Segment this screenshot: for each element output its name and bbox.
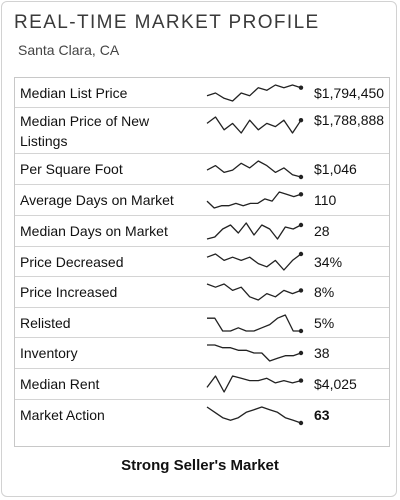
row-label: Median List Price	[20, 85, 128, 101]
trend-line	[206, 253, 302, 271]
trend-sparkline	[206, 375, 304, 393]
table-row-market-action: Market Action 63	[15, 400, 389, 431]
table-row-median-days-on-market: Median Days on Market 28	[15, 216, 389, 247]
widget-title-text: Real-Time Market Profile	[14, 12, 320, 33]
trend-line	[206, 283, 302, 301]
trend-sparkline	[206, 191, 304, 209]
row-label: Price Increased	[20, 284, 118, 300]
table-row-inventory: Inventory 38	[15, 338, 389, 369]
table-row-per-square-foot: Per Square Foot $1,046	[15, 154, 389, 185]
trend-line	[206, 406, 302, 424]
trend-sparkline	[206, 283, 304, 301]
table-row-price-decreased: Price Decreased 34%	[15, 247, 389, 277]
trend-end-dot	[298, 192, 304, 197]
row-value: 5%	[314, 315, 335, 331]
location-label: Santa Clara, CA	[18, 42, 120, 58]
table-row-median-rent: Median Rent $4,025	[15, 369, 389, 400]
trend-sparkline	[206, 160, 304, 180]
row-value: 38	[314, 345, 330, 361]
trend-end-dot	[298, 118, 304, 123]
trend-sparkline	[207, 314, 304, 334]
trend-line	[206, 222, 302, 240]
trend-end-dot	[298, 251, 304, 257]
trend-sparkline	[206, 251, 304, 271]
trend-sparkline	[206, 406, 304, 426]
trend-line	[206, 375, 302, 393]
trend-end-dot	[298, 174, 304, 180]
trend-end-dot	[298, 378, 304, 383]
table-row-average-days-on-market: Average Days on Market 110	[15, 185, 389, 216]
market-status-label: Strong Seller's Market	[121, 457, 279, 474]
widget-title: Real-Time Market Profile	[14, 12, 320, 34]
trend-line	[206, 116, 302, 134]
market-stats-table: Median List Price $1,794,450 Median Price …	[14, 77, 390, 447]
row-label: Price Decreased	[20, 254, 124, 270]
table-row-relisted: Relisted 5%	[15, 308, 389, 338]
row-value: 34%	[314, 254, 343, 270]
trend-line	[207, 344, 302, 362]
trend-line	[206, 191, 302, 209]
trend-line	[207, 314, 301, 332]
trend-sparkline	[206, 84, 304, 102]
row-value: $1,794,450	[314, 85, 385, 101]
row-label: Average Days on Market	[20, 192, 174, 208]
row-label: Market Action	[20, 407, 105, 423]
row-label: Median Rent	[20, 376, 100, 392]
trend-line	[206, 160, 302, 178]
trend-end-dot	[298, 288, 304, 293]
row-value: 28	[314, 223, 330, 239]
trend-sparkline	[206, 222, 304, 240]
row-label: Median Days on Market	[20, 223, 168, 239]
row-value: 110	[314, 192, 337, 208]
row-value: $1,788,888	[314, 112, 385, 128]
row-label: Inventory	[20, 345, 78, 361]
trend-end-dot	[298, 85, 304, 90]
trend-end-dot	[298, 350, 304, 356]
row-label: Per Square Foot	[20, 161, 123, 177]
row-value: 8%	[314, 284, 335, 300]
trend-end-dot	[298, 222, 304, 228]
row-label: Relisted	[20, 315, 71, 331]
table-row-price-increased: Price Increased 8%	[15, 277, 389, 308]
trend-sparkline	[207, 344, 304, 362]
trend-sparkline	[206, 116, 304, 134]
trend-end-dot	[298, 328, 304, 334]
trend-line	[206, 84, 302, 102]
table-row-median-list-price: Median List Price $1,794,450	[15, 78, 389, 108]
row-value: 63	[314, 407, 330, 423]
row-value: $1,046	[314, 161, 357, 177]
row-label: Median Price of New Listings	[20, 113, 150, 149]
table-row-median-price-new-listings: Median Price of New Listings $1,788,888	[15, 108, 389, 154]
row-value: $4,025	[314, 376, 357, 392]
trend-end-dot	[298, 420, 304, 426]
